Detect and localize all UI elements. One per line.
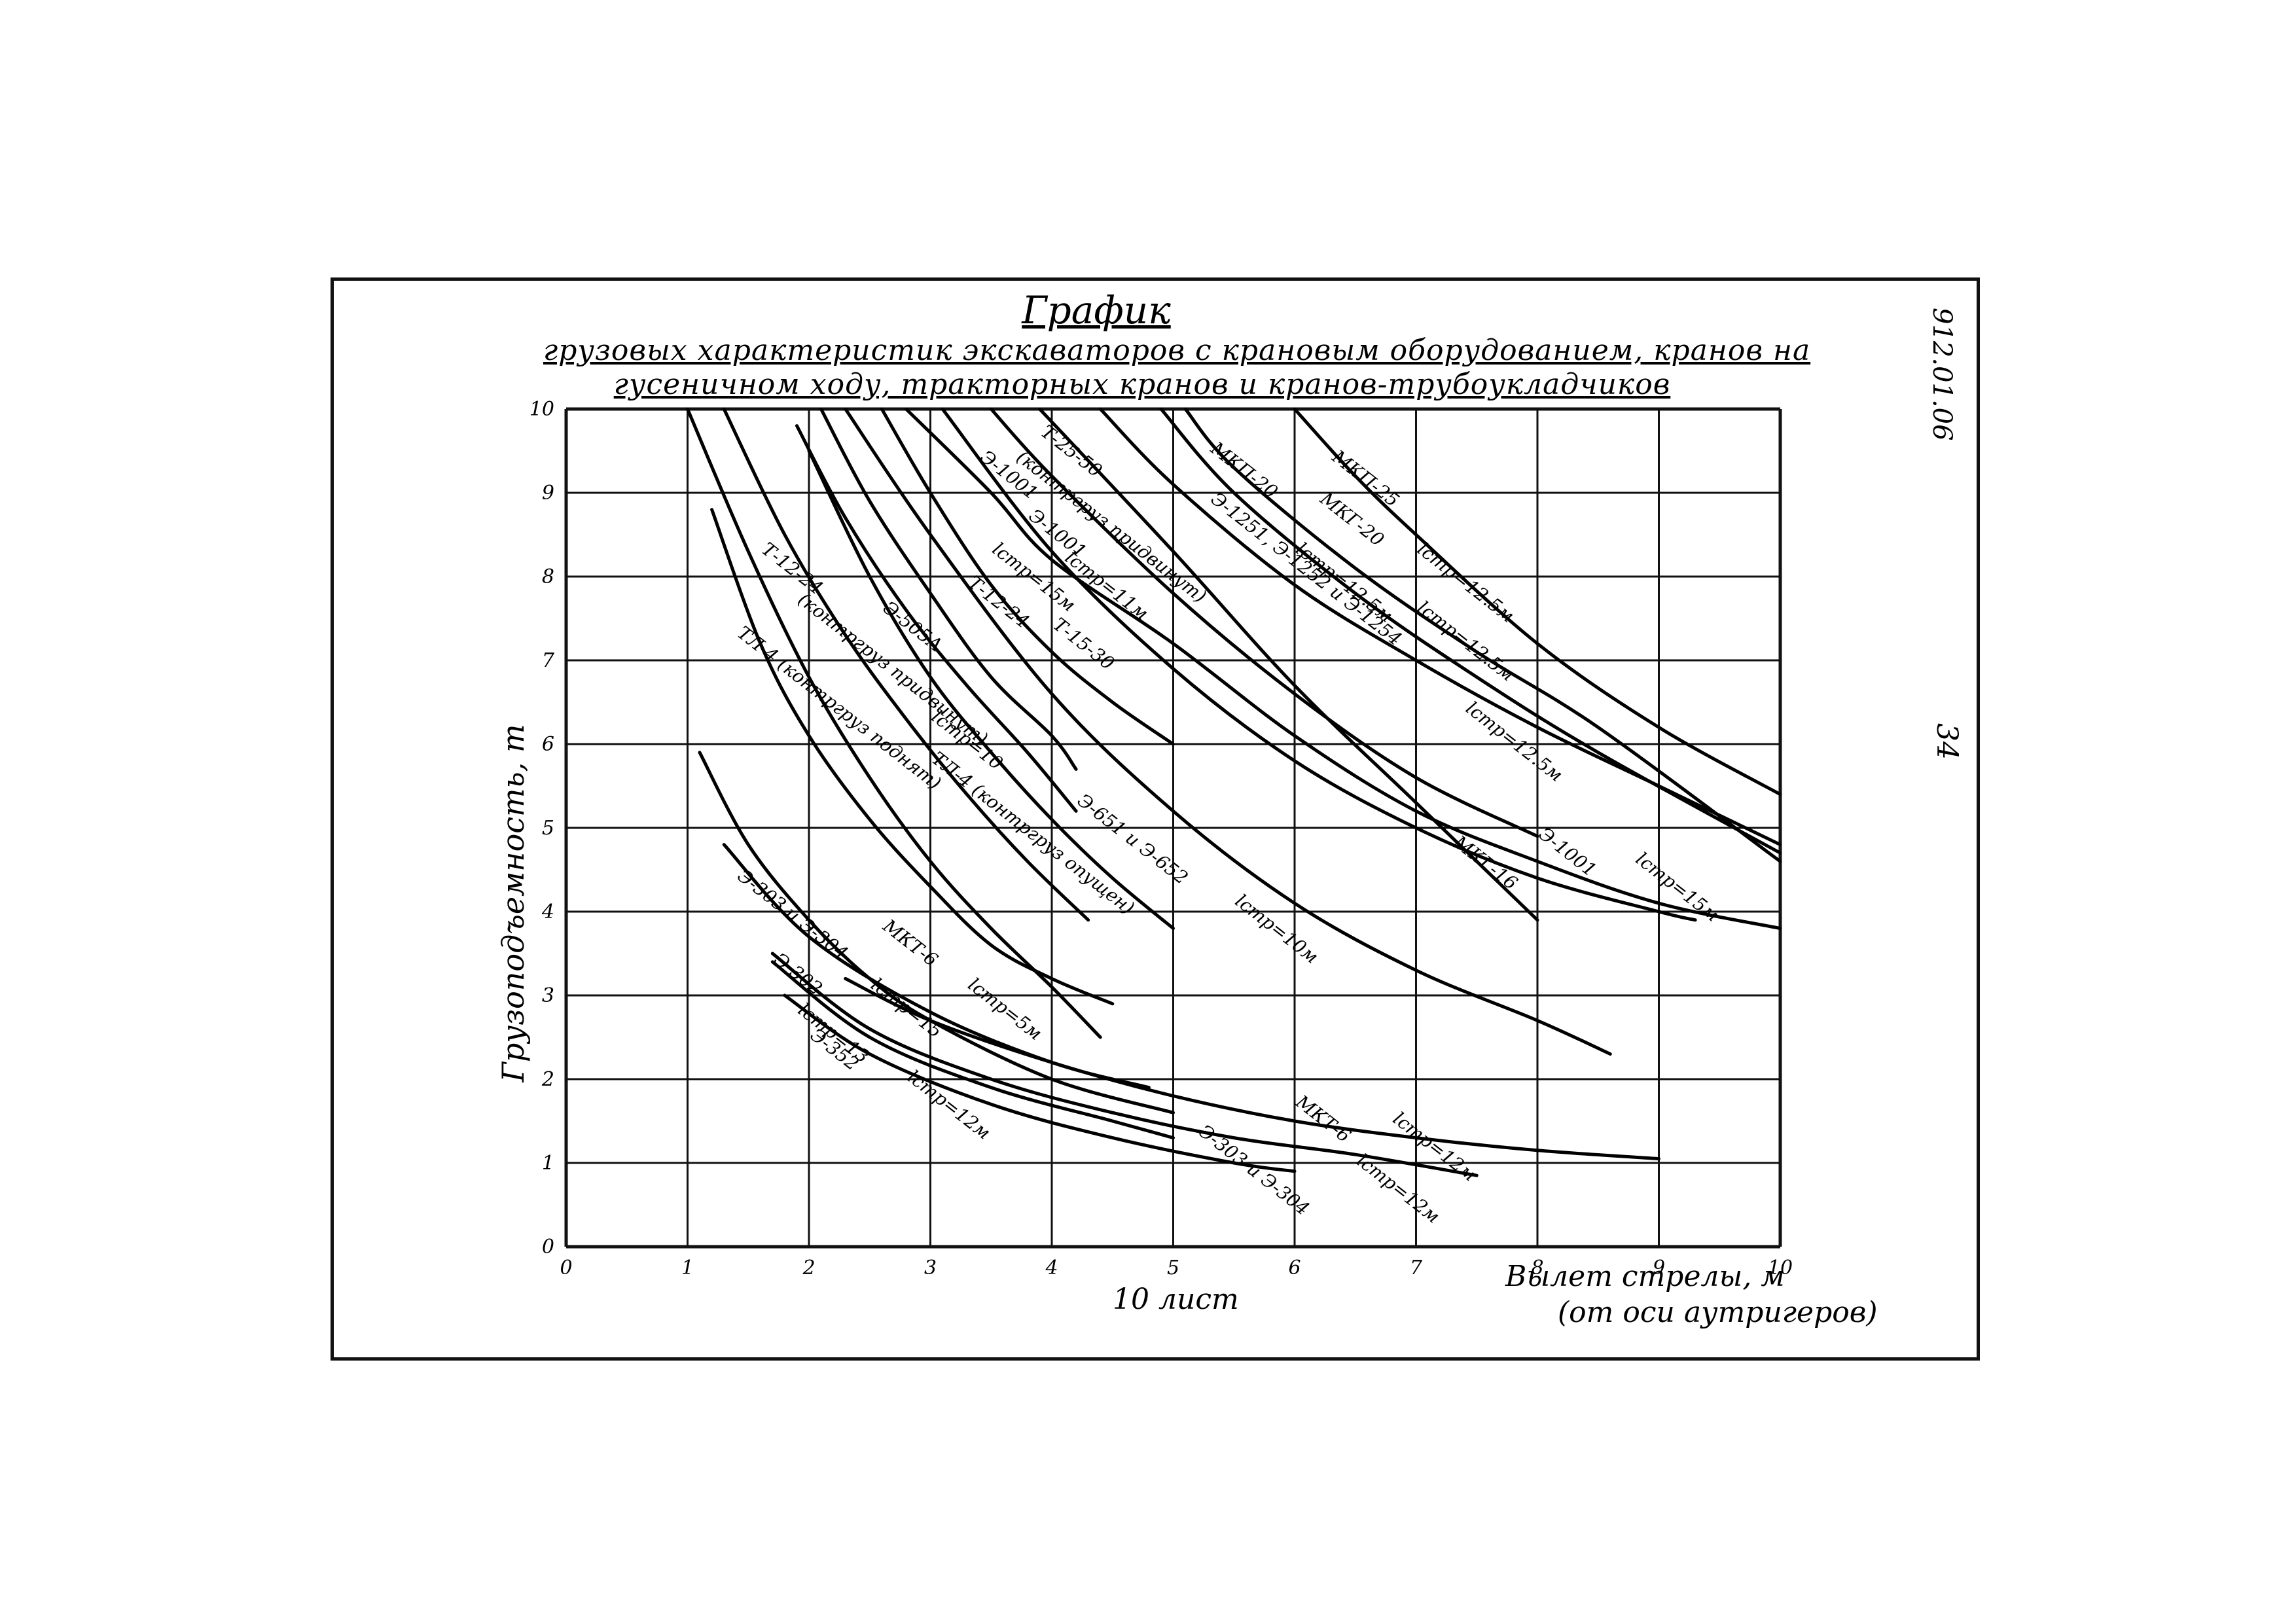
chart-axes: 0 1 2 3 4 5 6 7 8 9 10 0 1 2 3 4 5 6 7 8 9 10 <box>529 398 1793 1279</box>
curve-label: ТЛ-4 (контргруз поднят) <box>733 622 945 794</box>
x-tick-label: 4 <box>1045 1257 1058 1279</box>
curve-label: lстр=12м <box>903 1066 995 1144</box>
curve-label: lстр=10м <box>1231 890 1323 968</box>
curve-label: Э-505А <box>879 597 946 656</box>
curve-label: lстр=15м <box>1632 848 1723 926</box>
series-line <box>1183 407 1782 863</box>
y-tick-label: 9 <box>542 482 554 505</box>
y-tick-label: 2 <box>541 1068 554 1091</box>
series-line <box>819 407 1078 771</box>
chart-subtitle-line2: гусеничном ходу, тракторных кранов и кра… <box>613 368 1671 401</box>
curve-label: Т-15-30 <box>1049 613 1119 674</box>
y-tick-label: 7 <box>542 649 555 672</box>
chart-grid <box>564 407 1782 1249</box>
x-tick-label: 3 <box>924 1257 937 1279</box>
curve-label: Э-303 и Э-304 <box>733 865 852 964</box>
curve-label: Э-302 <box>770 948 827 999</box>
series-line <box>795 424 1078 813</box>
y-tick-label: 4 <box>541 901 554 923</box>
series-line <box>710 508 1115 1006</box>
x-tick-label: 9 <box>1653 1257 1665 1279</box>
chart-labels: МКП-25lстр=12.5мМКГ-20lстр=12.5мМКП-20lс… <box>733 421 1723 1228</box>
x-tick-label: 6 <box>1288 1257 1300 1279</box>
y-tick-label: 1 <box>542 1152 554 1175</box>
y-tick-label: 6 <box>542 733 554 756</box>
x-tick-label: 0 <box>560 1257 572 1279</box>
series-line <box>722 407 1090 922</box>
sheet-frame <box>331 277 1980 1361</box>
x-axis-title: Вылет стрелы, м <box>1505 1260 1785 1293</box>
x-axis-note: (от оси аутригеров) <box>1558 1296 1878 1329</box>
y-tick-label: 5 <box>542 817 554 840</box>
x-tick-label: 10 <box>1768 1257 1793 1279</box>
curve-label: МКТ-6 <box>878 914 942 971</box>
sheet-label: 10 лист <box>1113 1283 1239 1316</box>
y-axis-title: Грузоподъемность, т <box>495 724 531 1082</box>
series-line <box>880 407 1175 746</box>
y-tick-label: 8 <box>542 565 554 588</box>
chart-series <box>686 407 1782 1177</box>
series-line <box>844 407 1612 1056</box>
y-tick-label: 3 <box>542 984 554 1007</box>
series-line <box>1293 407 1782 796</box>
series-line <box>1159 407 1782 855</box>
chart-title: График <box>1022 288 1171 332</box>
series-line <box>941 407 1697 922</box>
series-line <box>807 449 1175 931</box>
curve-label: Э-303 и Э-304 <box>1194 1120 1313 1220</box>
chart-subtitle-line1: грузовых характеристик экскаваторов с кр… <box>543 334 1811 367</box>
curve-label: lстр=12.5м <box>1462 697 1567 786</box>
x-tick-label: 8 <box>1531 1257 1543 1279</box>
series-line <box>770 960 1175 1140</box>
series-line <box>770 952 1479 1177</box>
y-tick-label: 10 <box>529 398 554 421</box>
curve-label: lстр=12м <box>1389 1108 1480 1186</box>
series-line <box>1038 407 1539 922</box>
y-tick-label: 0 <box>542 1236 554 1258</box>
series-line <box>989 407 1539 838</box>
curve-label: Э-1251, Э-1252 и Э-1254 <box>1207 488 1406 650</box>
x-tick-label: 2 <box>802 1257 815 1279</box>
x-tick-label: 5 <box>1167 1257 1179 1279</box>
series-line <box>904 407 1782 931</box>
curve-label: МКТ-6 <box>1291 1090 1355 1147</box>
x-tick-label: 7 <box>1410 1257 1423 1279</box>
series-line <box>783 993 1297 1173</box>
curve-label: lстр=15 <box>867 974 946 1043</box>
x-tick-label: 1 <box>681 1257 694 1279</box>
series-line <box>844 976 1660 1161</box>
